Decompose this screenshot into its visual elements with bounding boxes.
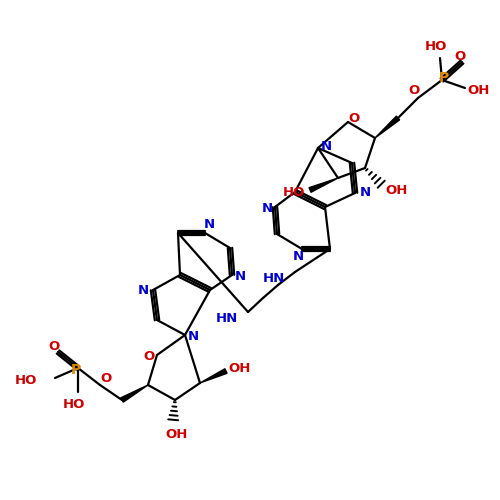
Text: N: N — [262, 202, 272, 215]
Text: HO: HO — [14, 374, 37, 386]
Text: N: N — [204, 218, 214, 232]
Polygon shape — [309, 178, 338, 192]
Text: HO: HO — [425, 40, 447, 52]
Text: OH: OH — [386, 184, 408, 196]
Text: HO: HO — [63, 398, 85, 410]
Text: P: P — [71, 363, 81, 377]
Text: OH: OH — [468, 84, 490, 96]
Text: O: O — [48, 340, 60, 352]
Text: HN: HN — [263, 272, 285, 284]
Polygon shape — [375, 116, 400, 138]
Text: O: O — [408, 84, 420, 96]
Text: N: N — [360, 186, 370, 200]
Text: O: O — [348, 112, 360, 124]
Text: N: N — [320, 140, 332, 152]
Text: N: N — [292, 250, 304, 264]
Polygon shape — [200, 368, 227, 383]
Text: N: N — [188, 330, 198, 344]
Polygon shape — [121, 385, 148, 402]
Text: N: N — [234, 270, 246, 283]
Text: OH: OH — [166, 428, 188, 442]
Text: HO: HO — [283, 186, 305, 198]
Text: HN: HN — [216, 312, 238, 324]
Text: O: O — [100, 372, 112, 386]
Text: O: O — [144, 350, 154, 364]
Text: P: P — [439, 71, 449, 85]
Text: OH: OH — [229, 362, 251, 374]
Text: O: O — [454, 50, 466, 62]
Text: N: N — [138, 284, 148, 296]
